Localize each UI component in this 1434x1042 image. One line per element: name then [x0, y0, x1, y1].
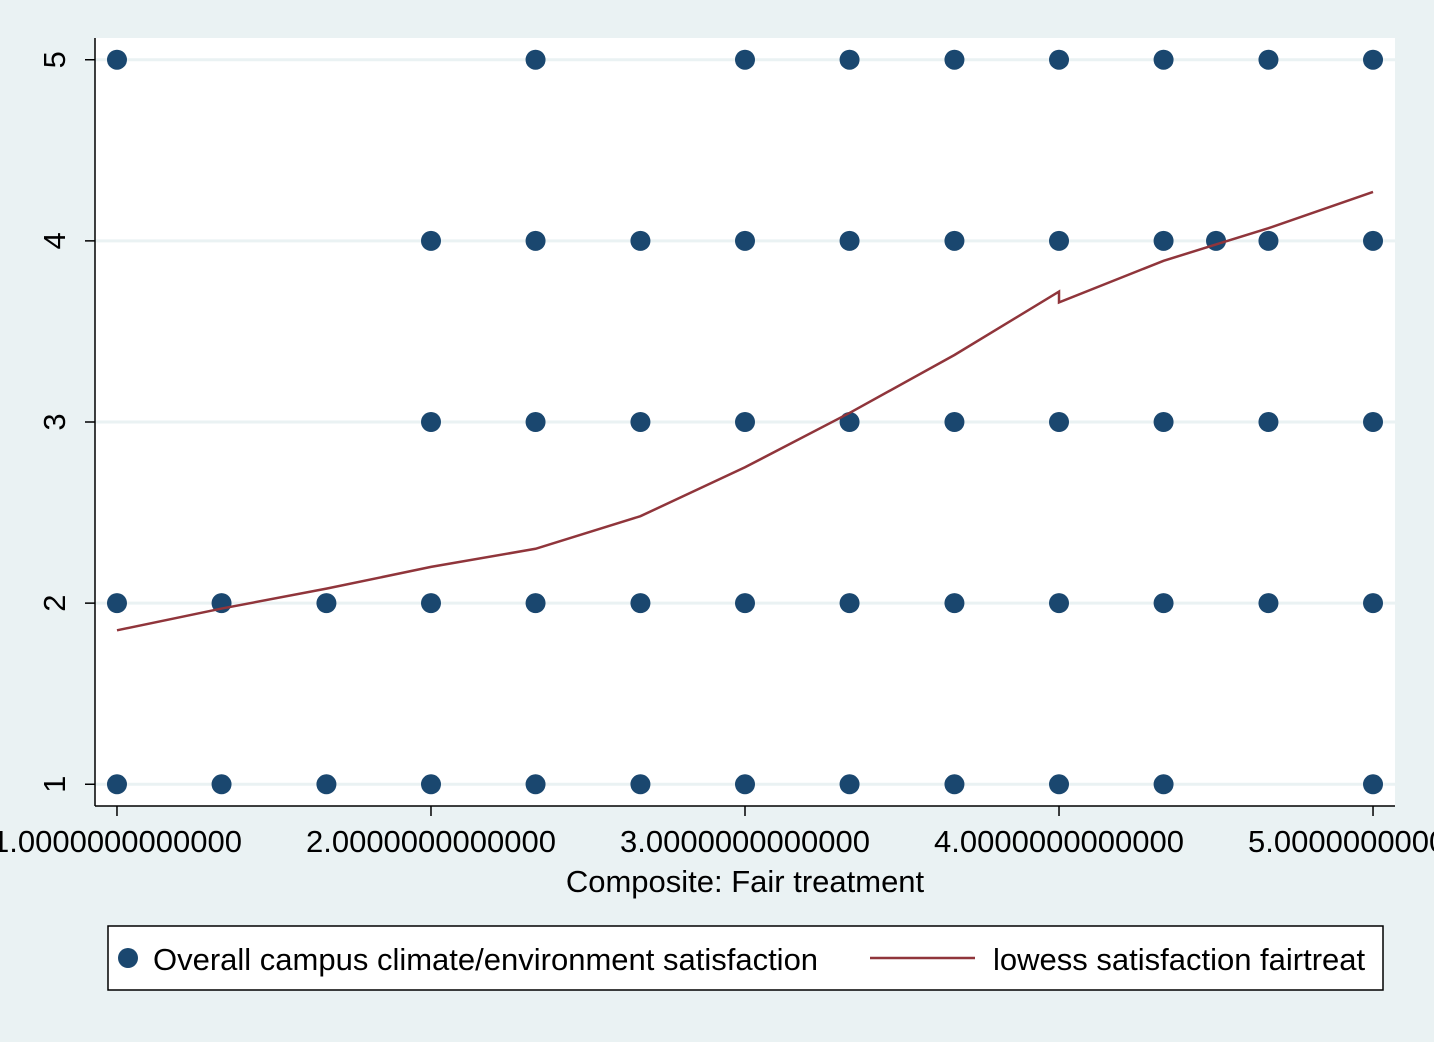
point — [944, 230, 965, 251]
point — [106, 49, 127, 70]
point — [1049, 49, 1070, 70]
point — [839, 412, 860, 432]
x-tick-label: 2.0000000000000 — [306, 824, 556, 859]
y-tick-label: 5 — [37, 51, 72, 68]
point — [630, 412, 651, 432]
point — [525, 230, 546, 251]
point — [525, 49, 546, 70]
point — [1153, 593, 1174, 614]
point — [839, 593, 860, 614]
x-tick-label: 4.0000000000000 — [934, 824, 1184, 859]
point — [630, 230, 651, 251]
y-tick-label: 4 — [37, 232, 72, 249]
point — [420, 412, 441, 432]
point — [839, 230, 860, 251]
legend-box — [107, 925, 1384, 991]
point — [316, 774, 337, 795]
point — [1153, 49, 1174, 70]
point — [1049, 412, 1070, 432]
x-tick-label: 3.0000000000000 — [620, 824, 870, 859]
point — [420, 774, 441, 795]
point — [1153, 774, 1174, 795]
point — [525, 774, 546, 795]
legend-label: Overall campus climate/environment satis… — [153, 942, 818, 977]
point — [1049, 593, 1070, 614]
x-tick-label: 1.0000000000000 — [0, 824, 242, 859]
point — [944, 412, 965, 432]
legend-label: lowess satisfaction fairtreat — [993, 942, 1366, 977]
point — [1258, 593, 1279, 614]
point — [525, 412, 546, 432]
point — [630, 774, 651, 795]
x-axis-title: Composite: Fair treatment — [566, 864, 925, 899]
point — [839, 49, 860, 70]
point — [735, 593, 755, 614]
point — [1363, 49, 1384, 70]
point — [630, 593, 651, 614]
point — [211, 774, 232, 795]
point — [735, 412, 755, 432]
point — [1049, 230, 1070, 251]
point — [1363, 774, 1384, 795]
point — [106, 774, 127, 795]
point — [1049, 774, 1070, 795]
point — [1363, 412, 1384, 432]
point — [1258, 49, 1279, 70]
point — [525, 593, 546, 614]
x-tick-label: 5.0000000000000 — [1248, 824, 1434, 859]
point — [735, 774, 755, 795]
point — [1153, 230, 1174, 251]
point — [1153, 412, 1174, 432]
point — [944, 774, 965, 795]
point — [839, 774, 860, 795]
point — [316, 593, 337, 614]
y-tick-label: 1 — [37, 776, 72, 793]
point — [1363, 593, 1384, 614]
point — [944, 593, 965, 614]
lowess-line — [116, 190, 1374, 632]
point — [735, 49, 755, 70]
point — [1258, 230, 1279, 251]
point — [944, 49, 965, 70]
point — [1363, 230, 1384, 251]
point — [106, 593, 127, 614]
point — [420, 230, 441, 251]
y-tick-label: 2 — [37, 595, 72, 612]
point — [420, 593, 441, 614]
legend-symbol — [118, 948, 138, 968]
point — [1258, 412, 1279, 432]
point — [735, 230, 755, 251]
y-tick-label: 3 — [37, 413, 72, 430]
